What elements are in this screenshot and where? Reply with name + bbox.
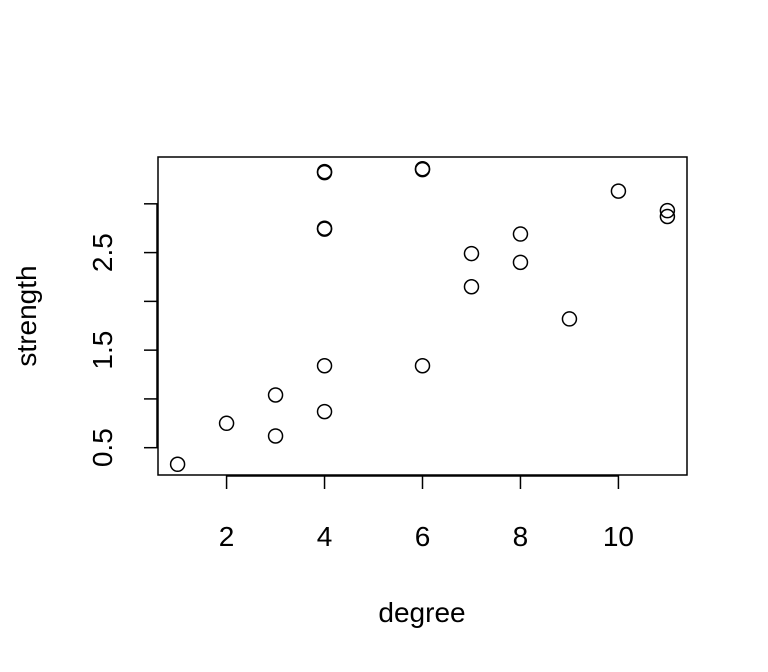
data-point (659, 202, 676, 219)
data-point (267, 387, 284, 403)
data-point (316, 403, 333, 420)
data-point (561, 311, 578, 327)
plot-frame (157, 156, 688, 476)
data-point (610, 183, 627, 199)
data-point (414, 161, 431, 178)
data-point (316, 357, 333, 374)
y-axis: 0.5 1.5 2.5 (87, 203, 158, 467)
data-point (512, 254, 529, 271)
x-tick-label: 4 (317, 521, 333, 552)
x-tick-label: 6 (415, 521, 431, 552)
data-point (267, 428, 284, 444)
data-point (316, 164, 333, 181)
data-point (463, 278, 480, 295)
data-point (218, 415, 235, 432)
x-tick-label: 10 (603, 521, 634, 552)
x-axis: 2 4 6 8 10 (219, 475, 634, 552)
data-point (659, 208, 676, 225)
data-point (316, 221, 333, 237)
data-point (414, 357, 431, 374)
data-point (169, 456, 186, 473)
data-point (463, 245, 480, 262)
data-point (512, 226, 529, 242)
y-tick-label: 0.5 (87, 428, 118, 467)
x-axis-label: degree (378, 597, 465, 628)
data-points (169, 160, 676, 473)
y-tick-label: 1.5 (87, 331, 118, 370)
x-tick-label: 2 (219, 521, 235, 552)
x-tick-label: 8 (513, 521, 529, 552)
y-tick-label: 2.5 (87, 233, 118, 272)
y-axis-label: strength (11, 265, 42, 366)
